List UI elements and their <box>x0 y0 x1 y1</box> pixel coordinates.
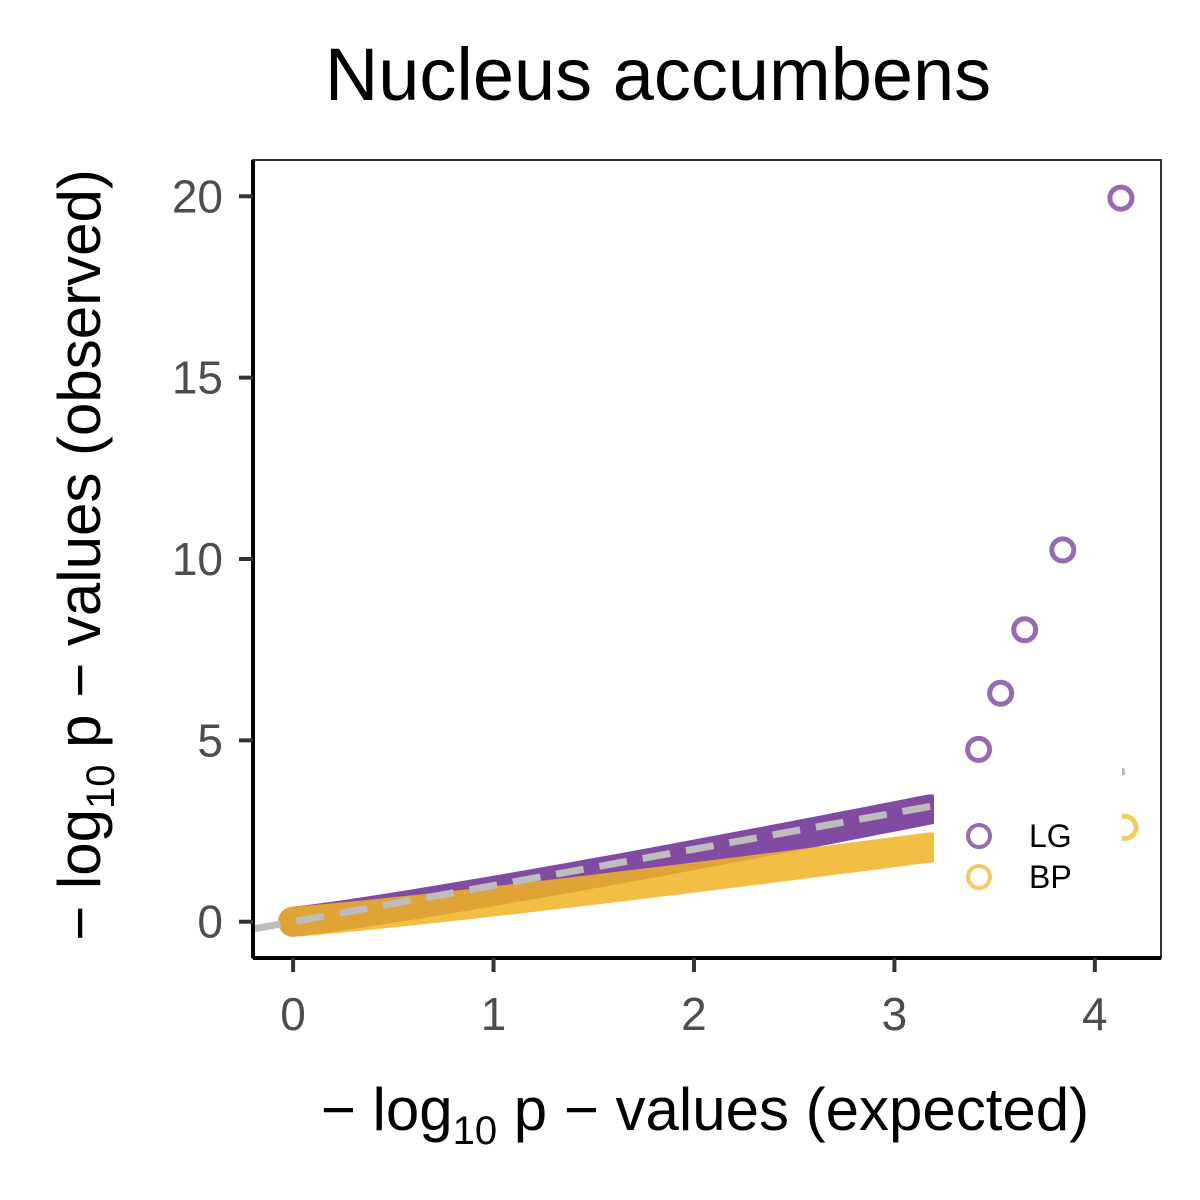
legend-label-lg: LG <box>1029 818 1072 854</box>
y-tick-label: 0 <box>197 896 223 948</box>
y-tick-label: 15 <box>172 352 223 404</box>
y-axis-ticks: 0 5 10 15 20 <box>172 170 253 948</box>
x-axis-title-suffix: p − values (expected) <box>497 1076 1089 1143</box>
x-axis-ticks: 0 1 2 3 4 <box>280 958 1108 1040</box>
y-tick-label: 20 <box>172 170 223 222</box>
data-point-lg <box>1049 536 1077 564</box>
legend: LG BP <box>934 768 1122 918</box>
y-tick-label: 10 <box>172 533 223 585</box>
x-axis-title-prefix: − log <box>321 1076 453 1143</box>
legend-key-bp <box>966 864 992 890</box>
data-point-lg <box>965 735 993 763</box>
y-tick-label: 5 <box>197 714 223 766</box>
data-point-lg <box>1011 616 1039 644</box>
legend-key-lg <box>966 823 992 849</box>
legend-label-bp: BP <box>1029 859 1072 895</box>
y-axis-title-prefix: − log <box>46 809 113 941</box>
plot-marks <box>252 184 1139 937</box>
x-axis-title-subscript: 10 <box>453 1109 498 1153</box>
x-tick-label: 1 <box>481 988 507 1040</box>
x-tick-label: 2 <box>681 988 707 1040</box>
legend-background <box>934 768 1122 918</box>
y-axis-title-subscript: 10 <box>79 765 123 810</box>
x-tick-label: 4 <box>1082 988 1108 1040</box>
y-axis-title-suffix: p − values (observed) <box>46 169 113 764</box>
x-tick-label: 3 <box>882 988 908 1040</box>
y-axis-title: − log10 p − values (observed) <box>46 169 123 941</box>
reference-diagonal-line <box>252 767 1126 933</box>
x-tick-label: 0 <box>280 988 306 1040</box>
x-axis-title: − log10 p − values (expected) <box>321 1076 1089 1153</box>
series-band-bp <box>278 832 946 937</box>
chart-title: Nucleus accumbens <box>325 33 991 116</box>
data-point-lg <box>987 679 1015 707</box>
data-point-lg <box>1107 184 1135 212</box>
